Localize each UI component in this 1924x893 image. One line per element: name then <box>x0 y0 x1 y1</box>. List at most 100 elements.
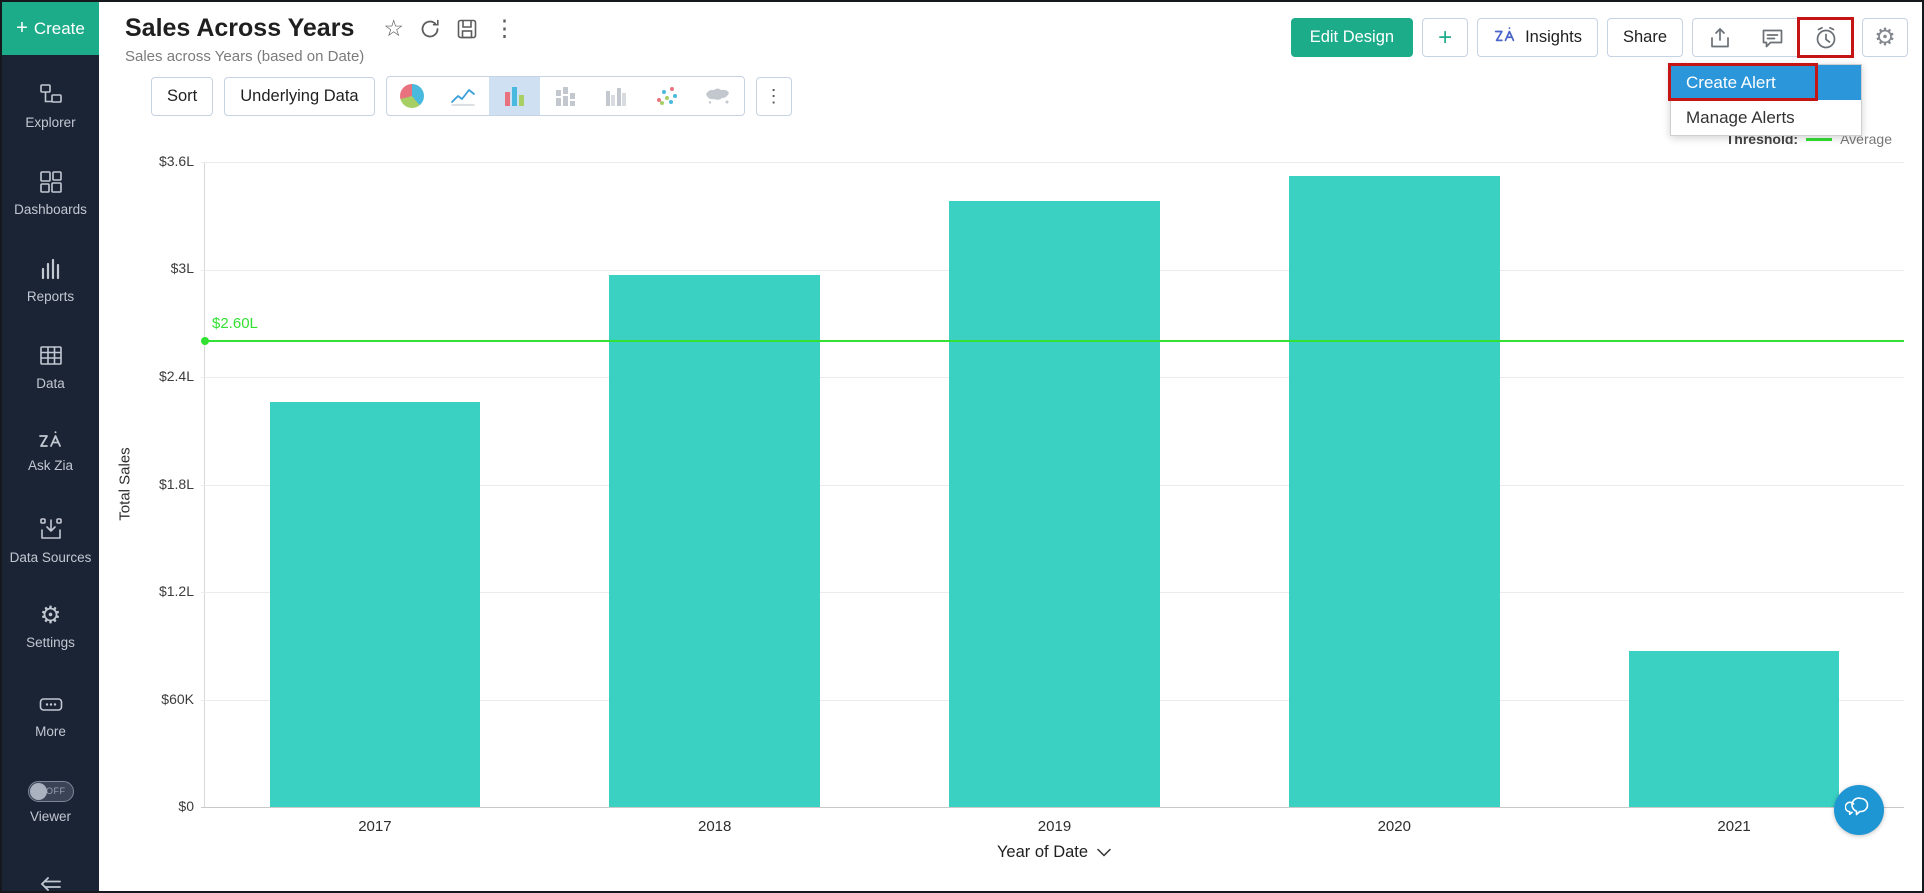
menu-item-create-alert[interactable]: Create Alert <box>1668 63 1861 101</box>
sidebar-item-label: Data Sources <box>9 550 92 565</box>
sidebar-item-label: Data <box>36 376 65 391</box>
y-axis-tick-label: $1.2L <box>158 582 194 599</box>
y-axis-tick-label: $3.6L <box>158 153 194 169</box>
page-subtitle: Sales across Years (based on Date) <box>125 48 365 65</box>
data-sources-icon <box>38 517 64 543</box>
create-button-label: Create <box>33 18 85 38</box>
more-ellipsis-icon <box>38 691 64 717</box>
gridline <box>201 162 1904 163</box>
title-more-kebab-icon[interactable]: ⋮ <box>492 15 516 41</box>
add-button[interactable]: + <box>1422 18 1469 57</box>
y-axis-tick-label: $2.4L <box>158 367 194 384</box>
chat-support-button[interactable] <box>1834 785 1884 835</box>
gridline <box>201 807 1904 808</box>
chart-area: Threshold: Average Total Sales $3.6L $3L $… <box>99 116 1922 891</box>
x-axis-tick-label: 2019 <box>1037 818 1072 835</box>
plus-icon: + <box>16 17 28 39</box>
toggle-state-label: OFF <box>46 786 66 797</box>
map-chart-icon[interactable] <box>693 77 744 115</box>
toolbar-more-kebab-icon[interactable]: ⋮ <box>755 76 792 116</box>
bar-2020[interactable] <box>1288 176 1500 807</box>
bar-2018[interactable] <box>609 274 821 807</box>
explorer-icon <box>38 82 64 108</box>
bar-chart-icon[interactable] <box>488 77 540 115</box>
x-axis-tick-label: 2021 <box>1717 818 1751 835</box>
threshold-dot <box>201 337 209 346</box>
sidebar: + Create Explorer Dashboards <box>2 2 99 891</box>
save-icon[interactable] <box>456 18 478 40</box>
sidebar-item-settings[interactable]: ⚙ Settings <box>3 604 99 664</box>
sidebar-collapse-button[interactable] <box>3 873 99 891</box>
favorite-star-icon[interactable]: ☆ <box>383 15 404 41</box>
chevron-down-icon <box>1097 843 1111 862</box>
x-axis-title[interactable]: Year of Date <box>204 843 1904 862</box>
y-axis-tick-label: $60K <box>161 690 194 707</box>
main-area: Sales Across Years ☆ <box>99 2 1922 891</box>
underlying-data-button[interactable]: Underlying Data <box>224 76 375 116</box>
y-axis-tick-label: $0 <box>178 798 194 814</box>
insights-button[interactable]: Insights <box>1477 18 1598 57</box>
viewer-toggle[interactable]: OFF <box>27 781 74 802</box>
bar-2019[interactable] <box>949 201 1160 807</box>
header-actions: Edit Design + Insights Share <box>1290 14 1908 58</box>
sidebar-item-label: Dashboards <box>14 202 87 217</box>
page-title: Sales Across Years <box>125 14 355 42</box>
comments-icon[interactable] <box>1746 19 1799 56</box>
alerts-alarm-icon[interactable] <box>1797 17 1854 58</box>
insights-button-label: Insights <box>1525 28 1582 46</box>
chat-bubbles-icon <box>1844 795 1873 826</box>
sidebar-item-label: Explorer <box>25 115 76 130</box>
threshold-line-swatch <box>1806 137 1833 141</box>
x-axis-tick-label: 2018 <box>698 818 732 835</box>
line-chart-icon[interactable] <box>438 77 489 115</box>
reports-icon <box>38 256 64 282</box>
viewer-toggle-block: OFF Viewer <box>3 781 99 841</box>
sidebar-item-reports[interactable]: Reports <box>3 256 99 316</box>
grouped-bar-chart-icon[interactable] <box>591 77 642 115</box>
threshold-line <box>201 337 1904 346</box>
scatter-plot-icon[interactable] <box>642 77 693 115</box>
sidebar-item-label: Settings <box>26 635 75 650</box>
create-button[interactable]: + Create <box>2 2 99 55</box>
sidebar-item-label: More <box>35 724 66 739</box>
threshold-value-label: $2.60L <box>212 315 258 333</box>
sidebar-item-more[interactable]: More <box>3 691 99 751</box>
menu-item-manage-alerts[interactable]: Manage Alerts <box>1671 100 1861 135</box>
header: Sales Across Years ☆ <box>99 2 1922 116</box>
chart-type-selector <box>385 76 745 116</box>
bar-2021[interactable] <box>1628 651 1840 807</box>
toolbar: Sort Underlying Data <box>151 76 1908 116</box>
stacked-bar-chart-icon[interactable] <box>540 77 591 115</box>
sort-button[interactable]: Sort <box>151 76 214 116</box>
share-button[interactable]: Share <box>1606 18 1683 57</box>
settings-gear-icon: ⚙ <box>39 602 62 629</box>
y-axis-tick-label: $3L <box>170 260 194 277</box>
chart-plot: $3.6L $3L $2.4L $1.8L $1.2L $60K $0 2017 2018 201… <box>159 153 1904 835</box>
viewer-label: Viewer <box>29 809 72 824</box>
toggle-knob <box>29 783 47 800</box>
sidebar-item-data-sources[interactable]: Data Sources <box>3 517 99 577</box>
export-icon[interactable] <box>1693 19 1746 56</box>
sidebar-item-data[interactable]: Data <box>3 343 99 403</box>
zia-icon <box>37 430 64 451</box>
collapse-arrow-icon <box>38 873 64 891</box>
bar-2017[interactable] <box>269 402 481 807</box>
refresh-icon[interactable] <box>419 18 441 40</box>
sidebar-item-explorer[interactable]: Explorer <box>3 82 99 142</box>
pie-chart-icon[interactable] <box>387 77 438 115</box>
x-axis-title-label: Year of Date <box>996 843 1089 861</box>
x-axis-tick-label: 2017 <box>358 818 392 835</box>
sidebar-item-label: Ask Zia <box>27 458 73 473</box>
data-table-icon <box>38 343 64 369</box>
alerts-dropdown-menu: Create Alert Manage Alerts <box>1668 63 1862 136</box>
sidebar-item-dashboards[interactable]: Dashboards <box>3 169 99 229</box>
sidebar-item-ask-zia[interactable]: Ask Zia <box>3 430 99 490</box>
header-icon-group <box>1692 17 1854 58</box>
zia-insights-icon <box>1493 26 1517 50</box>
y-axis-tick-label: $1.8L <box>158 475 194 492</box>
settings-gear-button[interactable]: ⚙ <box>1862 18 1908 57</box>
x-axis-tick-label: 2020 <box>1377 818 1411 835</box>
edit-design-button[interactable]: Edit Design <box>1290 18 1414 57</box>
menu-item-label: Manage Alerts <box>1686 107 1795 127</box>
